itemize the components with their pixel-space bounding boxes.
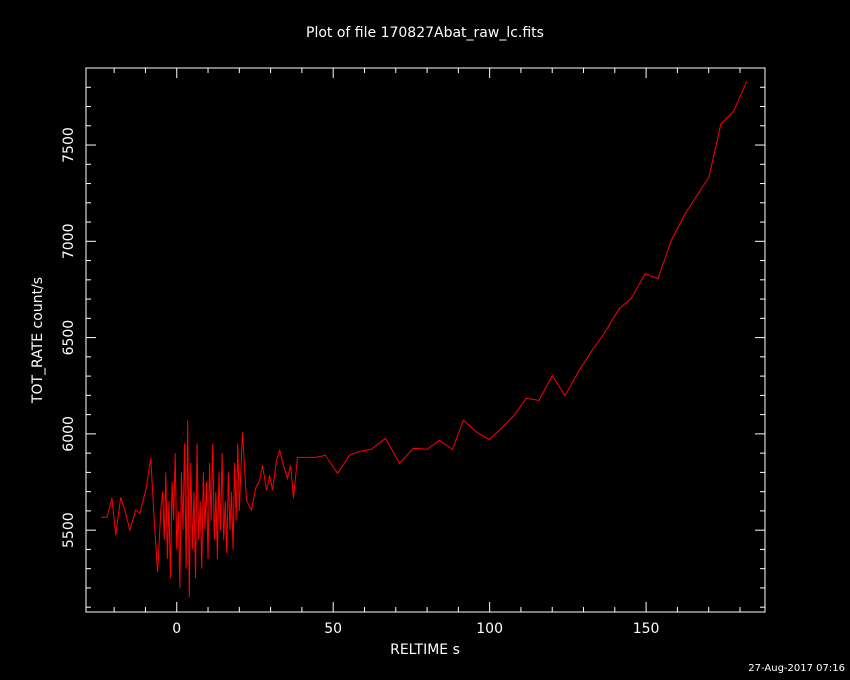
y-tick-label: 7000 [61,223,77,259]
data-line [101,80,748,598]
plot-frame [85,67,766,613]
y-tick-label: 6500 [61,320,77,356]
chart-title: Plot of file 170827Abat_raw_lc.fits [306,25,544,41]
x-tick-label: 100 [476,621,503,637]
y-tick-label: 5500 [61,512,77,548]
y-tick-label: 6000 [61,416,77,452]
x-tick-label: 50 [324,621,342,637]
timestamp: 27-Aug-2017 07:16 [748,663,845,674]
x-tick-label: 0 [172,621,181,637]
y-axis-label: TOT_RATE count/s [30,277,46,404]
y-tick-label: 7500 [61,127,77,163]
x-axis-label: RELTIME s [390,642,460,658]
x-tick-label: 150 [633,621,660,637]
